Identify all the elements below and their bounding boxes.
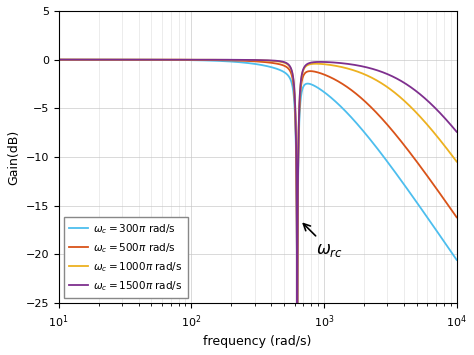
$\omega_c = 300\pi$ rad/s — [208, 59, 214, 63]
Line: $\omega_c = 300\pi$ rad/s: $\omega_c = 300\pi$ rad/s — [59, 60, 456, 355]
$\omega_c = 1500\pi$ rad/s — [315, 60, 320, 64]
$\omega_c = 1500\pi$ rad/s — [454, 130, 459, 134]
$\omega_c = 1000\pi$ rad/s — [383, 84, 389, 88]
$\omega_c = 1500\pi$ rad/s — [353, 63, 358, 67]
$\omega_c = 500\pi$ rad/s — [353, 91, 358, 95]
$\omega_c = 300\pi$ rad/s — [295, 294, 301, 299]
Legend: $\omega_c = 300\pi$ rad/s, $\omega_c = 500\pi$ rad/s, $\omega_c = 1000\pi$ rad/s: $\omega_c = 300\pi$ rad/s, $\omega_c = 5… — [64, 217, 188, 298]
Line: $\omega_c = 500\pi$ rad/s: $\omega_c = 500\pi$ rad/s — [59, 60, 456, 355]
$\omega_c = 500\pi$ rad/s — [383, 121, 389, 125]
$\omega_c = 300\pi$ rad/s — [56, 58, 62, 62]
Y-axis label: Gain(dB): Gain(dB) — [7, 130, 20, 185]
$\omega_c = 300\pi$ rad/s — [454, 258, 459, 262]
$\omega_c = 1500\pi$ rad/s — [56, 58, 62, 62]
X-axis label: frequency (rad/s): frequency (rad/s) — [203, 335, 312, 348]
$\omega_c = 1000\pi$ rad/s — [56, 58, 62, 62]
$\omega_c = 1000\pi$ rad/s — [353, 69, 358, 73]
$\omega_c = 1500\pi$ rad/s — [208, 58, 214, 62]
$\omega_c = 1000\pi$ rad/s — [208, 58, 214, 62]
$\omega_c = 1500\pi$ rad/s — [383, 71, 389, 76]
Line: $\omega_c = 1000\pi$ rad/s: $\omega_c = 1000\pi$ rad/s — [59, 60, 456, 355]
$\omega_c = 500\pi$ rad/s — [56, 58, 62, 62]
$\omega_c = 1500\pi$ rad/s — [295, 279, 301, 284]
$\omega_c = 300\pi$ rad/s — [353, 120, 358, 124]
$\omega_c = 1000\pi$ rad/s — [315, 62, 320, 66]
$\omega_c = 500\pi$ rad/s — [128, 58, 134, 62]
$\omega_c = 1000\pi$ rad/s — [295, 280, 301, 285]
$\omega_c = 500\pi$ rad/s — [295, 285, 301, 289]
$\omega_c = 500\pi$ rad/s — [454, 215, 459, 219]
$\omega_c = 500\pi$ rad/s — [315, 70, 320, 75]
Line: $\omega_c = 1500\pi$ rad/s: $\omega_c = 1500\pi$ rad/s — [59, 60, 456, 355]
Text: $\omega_{rc}$: $\omega_{rc}$ — [303, 224, 343, 258]
$\omega_c = 300\pi$ rad/s — [315, 86, 320, 90]
$\omega_c = 1000\pi$ rad/s — [454, 159, 459, 164]
$\omega_c = 500\pi$ rad/s — [208, 58, 214, 62]
$\omega_c = 1000\pi$ rad/s — [128, 58, 134, 62]
$\omega_c = 1500\pi$ rad/s — [128, 58, 134, 62]
$\omega_c = 300\pi$ rad/s — [383, 158, 389, 162]
$\omega_c = 300\pi$ rad/s — [128, 58, 134, 62]
